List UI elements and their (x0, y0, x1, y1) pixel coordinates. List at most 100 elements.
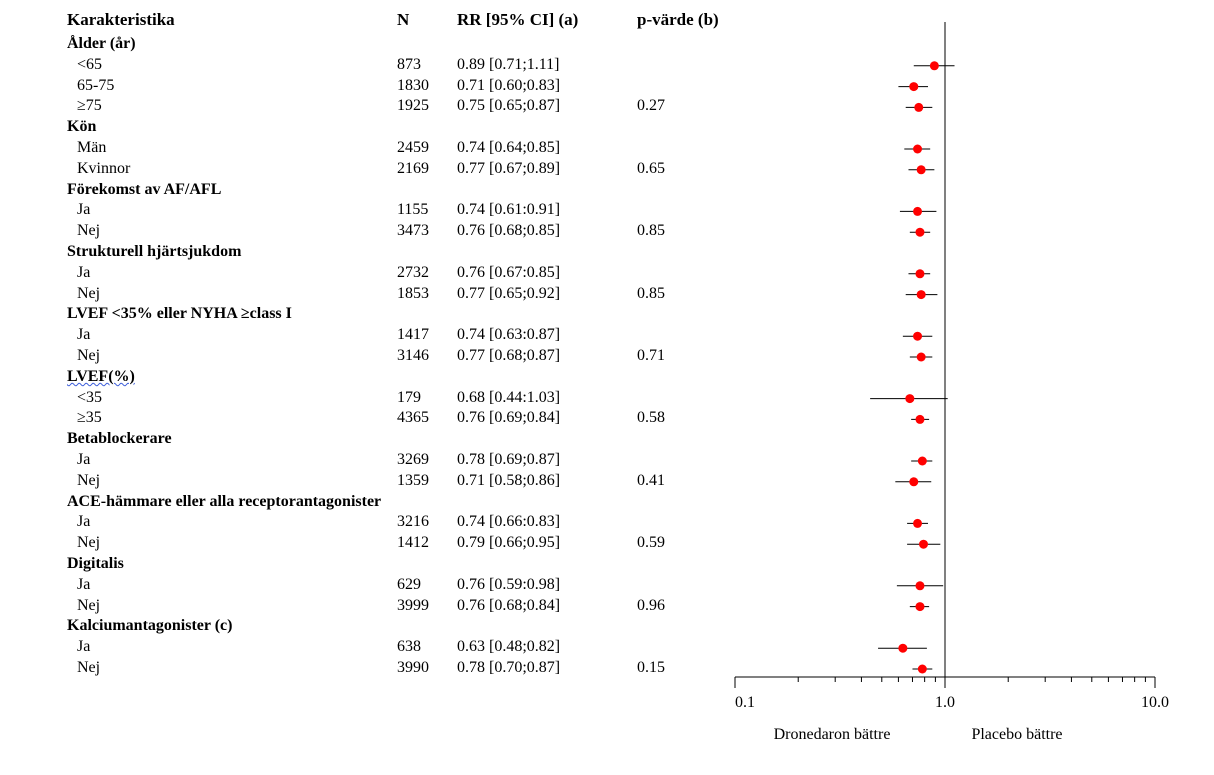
point-estimate (915, 414, 925, 424)
subgroup-label: <35 (77, 388, 103, 406)
rr-ci-value: 0.74 [0.66:0.83] (457, 513, 561, 531)
left-direction-label: Dronedaron bättre (774, 726, 891, 743)
point-estimate (916, 165, 926, 175)
p-value: 0.96 (637, 596, 665, 614)
group-label: Förekomst av AF/AFL (67, 180, 222, 198)
n-value: 1853 (397, 284, 429, 302)
rr-ci-value: 0.71 [0.60;0.83] (457, 76, 561, 94)
n-value: 4365 (397, 409, 429, 427)
n-value: 3473 (397, 222, 429, 240)
point-estimate (909, 477, 919, 487)
rr-ci-value: 0.89 [0.71;1.11] (457, 55, 560, 73)
subgroup-label: Ja (77, 451, 91, 468)
n-value: 873 (397, 55, 421, 73)
n-value: 1412 (397, 534, 429, 552)
rr-ci-value: 0.74 [0.63:0.87] (457, 326, 561, 344)
group-label: Betablockerare (67, 430, 172, 448)
point-estimate (915, 602, 925, 612)
group-label: LVEF(%) (67, 367, 135, 385)
subgroup-label: Ja (77, 201, 91, 219)
p-value: 0.85 (637, 222, 665, 240)
p-value: 0.85 (637, 284, 665, 302)
group-label: ACE-hämmare eller alla receptorantagonis… (67, 492, 382, 510)
rr-ci-value: 0.76 [0.67:0.85] (457, 263, 561, 281)
point-estimate (913, 144, 923, 154)
subgroup-label: Nej (77, 284, 101, 302)
n-value: 3990 (397, 659, 429, 676)
point-estimate (898, 643, 908, 653)
p-value: 0.65 (637, 159, 665, 177)
point-estimate (913, 518, 923, 528)
subgroup-label: Nej (77, 222, 101, 240)
n-value: 2169 (397, 159, 429, 177)
rr-ci-value: 0.77 [0.67;0.89] (457, 159, 561, 177)
rr-ci-value: 0.71 [0.58;0.86] (457, 471, 561, 489)
header-n: N (397, 10, 410, 29)
subgroup-label: Ja (77, 575, 91, 593)
rr-ci-value: 0.76 [0.68;0.84] (457, 596, 561, 614)
rr-ci-value: 0.77 [0.68;0.87] (457, 347, 561, 364)
n-value: 1830 (397, 76, 429, 94)
subgroup-label: Män (77, 139, 107, 156)
n-value: 1925 (397, 97, 429, 115)
p-value: 0.71 (637, 347, 665, 364)
header-rr: RR [95% CI] (a) (457, 10, 579, 29)
subgroup-label: 65-75 (77, 76, 115, 94)
n-value: 1155 (397, 201, 429, 219)
rr-ci-value: 0.79 [0.66;0.95] (457, 534, 561, 552)
subgroup-label: Ja (77, 326, 91, 344)
point-estimate (919, 539, 929, 549)
rr-ci-value: 0.63 [0.48;0.82] (457, 638, 561, 656)
subgroup-label: Kvinnor (77, 159, 131, 177)
subgroup-label: Nej (77, 471, 101, 489)
subgroup-label: ≥75 (77, 97, 102, 115)
subgroup-label: Ja (77, 263, 91, 281)
rr-ci-value: 0.76 [0.59:0.98] (457, 575, 561, 593)
point-estimate (905, 394, 915, 404)
group-label: Ålder (år) (67, 35, 136, 52)
point-estimate (917, 664, 927, 674)
n-value: 1417 (397, 326, 429, 344)
p-value: 0.58 (637, 409, 665, 427)
rr-ci-value: 0.78 [0.69;0.87] (457, 451, 561, 468)
right-direction-label: Placebo bättre (971, 726, 1062, 743)
point-estimate (913, 331, 923, 341)
subgroup-label: Ja (77, 513, 91, 531)
point-estimate (915, 227, 925, 237)
subgroup-label: Nej (77, 347, 101, 364)
group-label: Kön (67, 118, 97, 136)
x-tick-label: 10.0 (1141, 694, 1169, 711)
group-label: Strukturell hjärtsjukdom (67, 243, 242, 260)
n-value: 2459 (397, 139, 429, 156)
rr-ci-value: 0.74 [0.64;0.85] (457, 139, 561, 156)
group-label: Digitalis (67, 555, 124, 572)
subgroup-label: ≥35 (77, 409, 102, 427)
n-value: 3269 (397, 451, 429, 468)
rr-ci-value: 0.77 [0.65;0.92] (457, 284, 561, 302)
point-estimate (914, 102, 924, 112)
point-estimate (915, 581, 925, 591)
point-estimate (916, 352, 926, 362)
group-label: Kalciumantagonister (c) (67, 617, 233, 635)
n-value: 2732 (397, 263, 429, 281)
subgroup-label: Nej (77, 659, 101, 676)
point-estimate (909, 82, 919, 92)
n-value: 3216 (397, 513, 429, 531)
group-label: LVEF <35% eller NYHA ≥class I (67, 305, 292, 323)
p-value: 0.15 (637, 659, 665, 676)
subgroup-label: Ja (77, 638, 91, 656)
p-value: 0.41 (637, 471, 665, 489)
point-estimate (913, 206, 923, 216)
n-value: 638 (397, 638, 421, 656)
n-value: 1359 (397, 471, 429, 489)
subgroup-label: Nej (77, 596, 101, 614)
x-tick-label: 1.0 (935, 694, 955, 711)
rr-ci-value: 0.75 [0.65;0.87] (457, 97, 561, 115)
point-estimate (916, 290, 926, 300)
rr-ci-value: 0.68 [0.44:1.03] (457, 388, 561, 406)
n-value: 629 (397, 575, 421, 593)
header-characteristic: Karakteristika (67, 10, 175, 29)
point-estimate (917, 456, 927, 466)
p-value: 0.27 (637, 97, 665, 115)
